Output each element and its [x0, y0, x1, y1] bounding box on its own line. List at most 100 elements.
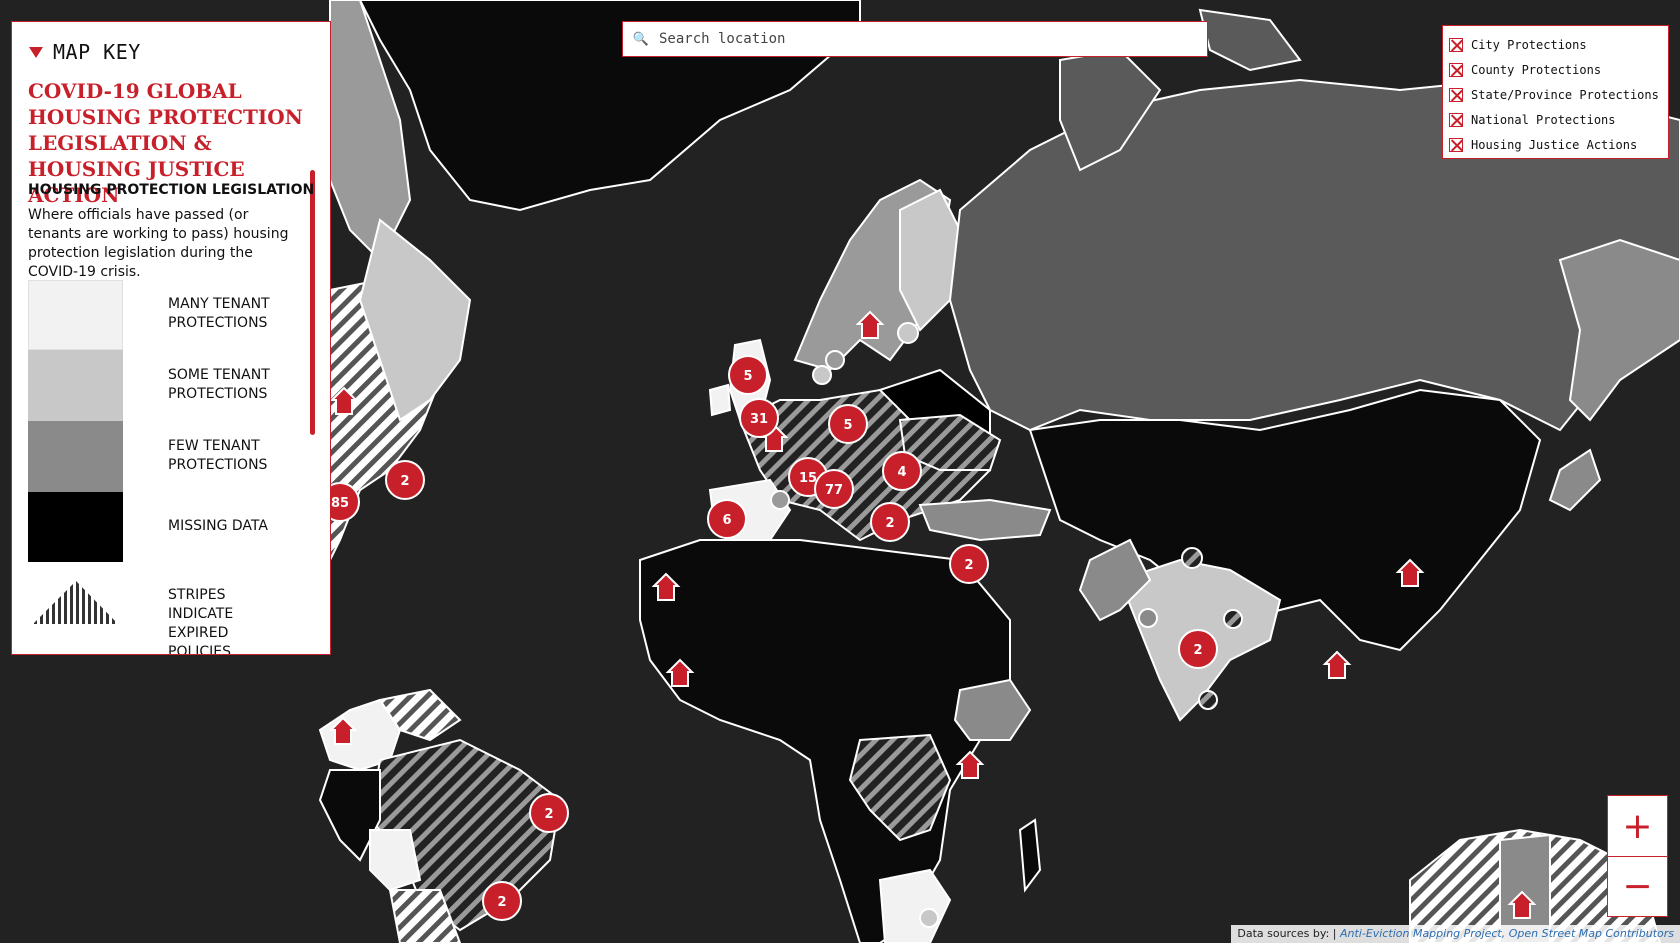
- city-marker[interactable]: [1138, 608, 1158, 628]
- checkbox-x-icon[interactable]: [1449, 37, 1463, 52]
- search-bar[interactable]: 🔍: [622, 21, 1208, 57]
- legend-section-description: Where officials have passed (or tenants …: [28, 207, 289, 280]
- search-icon: 🔍: [632, 31, 650, 47]
- ethiopia-region[interactable]: [953, 678, 1032, 741]
- house-icon[interactable]: [328, 716, 358, 745]
- house-icon[interactable]: [1507, 890, 1537, 919]
- cluster-marker[interactable]: 2: [870, 502, 910, 542]
- australia-central-region[interactable]: [1499, 833, 1551, 943]
- cluster-count: 4: [897, 465, 906, 480]
- cluster-count: 5: [743, 369, 752, 384]
- cluster-marker[interactable]: 2: [1178, 629, 1218, 669]
- triangle-down-icon: [29, 46, 43, 58]
- city-marker[interactable]: [919, 908, 939, 928]
- layer-toggle-city[interactable]: City Protections: [1449, 32, 1668, 57]
- city-marker[interactable]: [897, 322, 919, 344]
- house-icon[interactable]: [651, 572, 681, 601]
- legend-label-some: SOME TENANT PROTECTIONS: [168, 367, 270, 402]
- argentina-region[interactable]: [388, 889, 462, 943]
- city-marker[interactable]: [1181, 547, 1203, 569]
- legend-swatch-many: [28, 280, 123, 350]
- drc-region[interactable]: [848, 733, 952, 842]
- key-scrollbar[interactable]: [310, 170, 315, 435]
- bolivia-region[interactable]: [369, 829, 422, 892]
- russia-region[interactable]: [948, 78, 1680, 432]
- cluster-count: 2: [964, 558, 973, 573]
- house-icon[interactable]: [955, 750, 985, 779]
- cluster-marker[interactable]: 2: [949, 544, 989, 584]
- map-key-header: MAP KEY: [53, 40, 141, 64]
- zoom-out-button[interactable]: −: [1608, 856, 1667, 916]
- cluster-marker[interactable]: 5: [828, 404, 868, 444]
- checkbox-x-icon[interactable]: [1449, 137, 1463, 152]
- search-input[interactable]: [659, 22, 1207, 56]
- legend-label-few: FEW TENANT PROTECTIONS: [168, 438, 268, 473]
- map-key-panel: MAP KEY COVID-19 GLOBAL HOUSING PROTECTI…: [11, 21, 331, 655]
- house-icon[interactable]: [665, 658, 695, 687]
- turkey-region[interactable]: [918, 498, 1052, 542]
- cluster-count: 6: [722, 513, 731, 528]
- legend-swatch-few: [28, 421, 123, 492]
- layer-label: City Protections: [1471, 37, 1587, 52]
- house-icon[interactable]: [855, 310, 885, 339]
- pakistan-region[interactable]: [1078, 538, 1152, 622]
- cluster-marker[interactable]: 2: [482, 881, 522, 921]
- colombia-region[interactable]: [318, 698, 402, 772]
- cluster-marker[interactable]: 77: [814, 469, 854, 509]
- layer-toggle-national[interactable]: National Protections: [1449, 107, 1668, 132]
- city-marker[interactable]: [825, 350, 845, 370]
- zoom-control: + −: [1607, 795, 1668, 917]
- cluster-count: 2: [400, 474, 409, 489]
- ireland-region[interactable]: [708, 383, 732, 417]
- attribution-prefix: Data sources by: |: [1237, 927, 1337, 940]
- city-marker[interactable]: [1198, 690, 1218, 710]
- house-icon[interactable]: [1395, 558, 1425, 587]
- cluster-count: 85: [331, 496, 349, 511]
- cluster-marker[interactable]: 2: [385, 460, 425, 500]
- layer-label: State/Province Protections: [1471, 87, 1659, 102]
- layer-label: Housing Justice Actions: [1471, 137, 1638, 152]
- madagascar-region[interactable]: [1018, 818, 1042, 893]
- cluster-marker[interactable]: 31: [739, 398, 779, 438]
- cluster-count: 2: [544, 807, 553, 822]
- japan-region[interactable]: [1548, 448, 1602, 512]
- arctic-islands-2-region[interactable]: [1198, 8, 1302, 72]
- cluster-count: 31: [750, 412, 768, 427]
- legend-swatch-missing: [28, 492, 123, 562]
- layer-toggle-actions[interactable]: Housing Justice Actions: [1449, 132, 1668, 157]
- attribution: Data sources by: | Anti-Eviction Mapping…: [1231, 925, 1680, 943]
- checkbox-x-icon[interactable]: [1449, 87, 1463, 102]
- zoom-in-button[interactable]: +: [1622, 805, 1653, 847]
- map-key-toggle[interactable]: MAP KEY: [29, 40, 141, 64]
- city-marker[interactable]: [1223, 609, 1243, 629]
- legend-label-many: MANY TENANT PROTECTIONS: [168, 296, 270, 331]
- venezuela-region[interactable]: [378, 688, 462, 742]
- house-icon[interactable]: [329, 386, 359, 415]
- cluster-count: 2: [497, 895, 506, 910]
- cluster-marker[interactable]: 5: [728, 355, 768, 395]
- city-marker[interactable]: [770, 490, 790, 510]
- canada-islands-region[interactable]: [329, 0, 412, 262]
- city-marker[interactable]: [812, 365, 832, 385]
- attribution-sources-link[interactable]: Anti-Eviction Mapping Project, Open Stre…: [1339, 927, 1674, 940]
- cluster-count: 5: [843, 418, 852, 433]
- house-icon[interactable]: [1322, 650, 1352, 679]
- cluster-marker[interactable]: 6: [707, 499, 747, 539]
- layer-toggle-county[interactable]: County Protections: [1449, 57, 1668, 82]
- cluster-count: 2: [885, 516, 894, 531]
- legend-swatch-stripes: [33, 581, 118, 624]
- checkbox-x-icon[interactable]: [1449, 112, 1463, 127]
- layer-toggle-state[interactable]: State/Province Protections: [1449, 82, 1668, 107]
- cluster-count: 2: [1193, 643, 1202, 658]
- legend-label-stripes: STRIPES INDICATE EXPIRED POLICIES: [168, 587, 234, 655]
- legend-label-missing: MISSING DATA: [168, 518, 268, 534]
- kamchatka-region[interactable]: [1558, 238, 1680, 422]
- checkbox-x-icon[interactable]: [1449, 62, 1463, 77]
- cluster-count: 77: [825, 483, 843, 498]
- cluster-marker[interactable]: 4: [882, 451, 922, 491]
- layer-label: National Protections: [1471, 112, 1616, 127]
- map-title: COVID-19 GLOBAL HOUSING PROTECTION LEGIS…: [28, 79, 303, 207]
- cluster-marker[interactable]: 2: [529, 793, 569, 833]
- canada-east-region[interactable]: [358, 218, 472, 422]
- peru-region[interactable]: [318, 769, 381, 862]
